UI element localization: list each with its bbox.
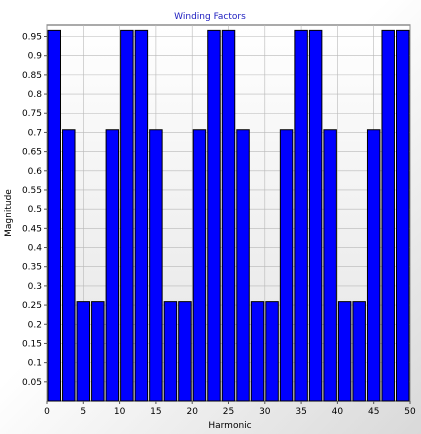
bar xyxy=(207,29,221,402)
x-tick-label: 5 xyxy=(80,407,86,417)
bar xyxy=(134,29,149,402)
bar xyxy=(178,301,192,402)
x-tick-label: 10 xyxy=(114,407,126,417)
bar xyxy=(91,301,105,402)
y-tick-label: 0.1 xyxy=(28,359,42,369)
bar xyxy=(149,129,163,402)
y-axis: 0.05 0.1 0.15 0.2 0.25 0.3 0.35 0.4 0.45 0.5 0.55 0… xyxy=(22,33,47,388)
x-tick-label: 30 xyxy=(259,407,271,417)
y-tick-label: 0.25 xyxy=(22,301,42,311)
y-tick-label: 0.9 xyxy=(28,52,43,62)
bar xyxy=(47,29,62,402)
x-tick-label: 40 xyxy=(332,407,344,417)
y-tick-label: 0.95 xyxy=(22,33,42,43)
y-tick-label: 0.3 xyxy=(28,282,42,292)
y-axis-title: Magnitude xyxy=(4,189,14,237)
bar xyxy=(192,129,207,402)
y-tick-label: 0.7 xyxy=(28,128,42,138)
bar xyxy=(395,29,410,402)
x-tick-label: 0 xyxy=(44,407,50,417)
bar xyxy=(163,301,178,402)
bar xyxy=(236,129,250,402)
x-tick-label: 50 xyxy=(404,407,416,417)
x-tick-label: 15 xyxy=(150,407,161,417)
y-tick-label: 0.5 xyxy=(28,205,42,215)
x-tick-label: 20 xyxy=(186,407,198,417)
bar xyxy=(308,29,323,402)
y-tick-label: 0.4 xyxy=(28,244,43,254)
x-tick-label: 35 xyxy=(295,407,306,417)
bar xyxy=(265,301,279,402)
x-tick-label: 45 xyxy=(368,407,379,417)
y-tick-label: 0.05 xyxy=(22,378,42,388)
x-axis-title: Harmonic xyxy=(208,421,251,431)
bar xyxy=(381,29,395,402)
y-tick-label: 0.15 xyxy=(22,339,42,349)
y-tick-label: 0.2 xyxy=(28,320,42,330)
bar xyxy=(62,129,76,402)
bar-series xyxy=(47,29,410,402)
y-tick-label: 0.65 xyxy=(22,148,42,158)
y-tick-label: 0.6 xyxy=(28,167,43,177)
bar xyxy=(250,301,265,402)
y-tick-label: 0.45 xyxy=(22,224,42,234)
x-axis: 0 5 10 15 20 25 30 35 40 45 50 xyxy=(44,401,416,417)
bar xyxy=(337,301,352,402)
y-tick-label: 0.8 xyxy=(28,90,43,100)
bar xyxy=(221,29,236,402)
bar xyxy=(323,129,337,402)
chart-title: Winding Factors xyxy=(174,12,246,22)
y-tick-label: 0.35 xyxy=(22,263,42,273)
bar xyxy=(76,301,91,402)
y-tick-label: 0.75 xyxy=(22,109,42,119)
y-tick-label: 0.85 xyxy=(22,71,42,81)
bar xyxy=(105,129,120,402)
bar xyxy=(352,301,366,402)
bar xyxy=(120,29,134,402)
bar xyxy=(279,129,294,402)
y-tick-label: 0.55 xyxy=(22,186,42,196)
bar xyxy=(366,129,381,402)
x-tick-label: 25 xyxy=(223,407,234,417)
bar xyxy=(294,29,308,402)
